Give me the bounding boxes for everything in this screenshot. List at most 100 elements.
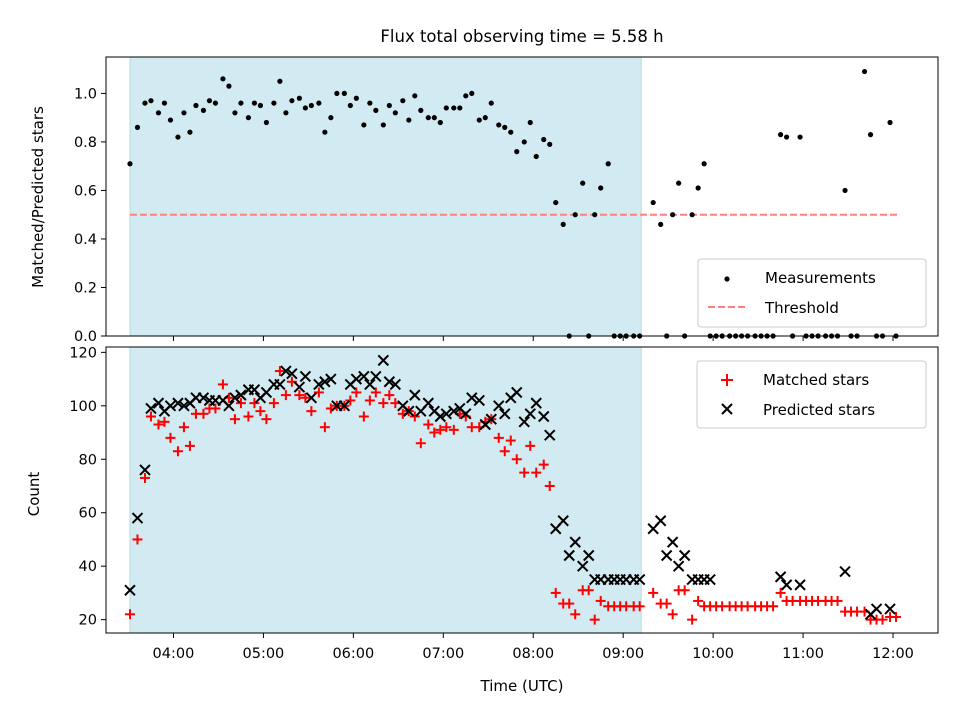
x-tick-label: 07:00 [422,646,464,662]
measurement-point [392,110,398,116]
measurement-point [127,161,133,167]
measurement-point [367,100,373,106]
matched-star-point [184,440,195,451]
star-count-points [124,354,902,625]
measurement-point [572,212,578,218]
predicted-star-point [145,402,157,415]
predicted-star-point-b [518,416,530,428]
measurement-point [867,132,874,138]
count-panel: 20 40 60 80 100 120 04:00 05:00 06:00 07:00 08:00… [25,345,939,695]
matched-star-point [531,467,542,478]
predicted-star-point [839,565,851,578]
predicted-star-point [518,416,530,428]
measurement-point [451,105,457,111]
measurement-point [181,110,187,116]
predicted-star-point-b [466,392,478,404]
matched-star-point [364,395,375,406]
predicted-star-point [235,389,247,401]
predicted-star-point [299,370,312,383]
measurement-point [887,119,893,126]
ratio-panel: 0.0 0.2 0.4 0.6 0.8 1.0 Matched/Predicted sta… [29,56,939,345]
matched-star-point [595,595,606,606]
measurement-point [482,115,488,121]
measurement-point [289,98,295,104]
matched-star-point [891,611,902,622]
predicted-star-point [678,549,691,562]
measurement-point [514,149,520,155]
measurement-point [238,100,244,106]
matched-star-point [550,587,561,598]
predicted-star-point [440,408,453,420]
y-tick-label: 0.6 [74,183,97,199]
matched-star-point [634,601,645,612]
predicted-star-point-b [666,536,679,548]
measurement-point [842,187,848,194]
predicted-star-point-b [280,365,292,377]
predicted-star-point-b [448,405,460,417]
measurement-point [502,124,508,130]
predicted-star-point-b [313,378,325,391]
measurement-point [437,119,443,126]
predicted-star-point [223,400,235,412]
predicted-star-point-b [325,373,337,385]
measurement-point [373,107,379,113]
measurement-point [650,199,656,206]
matched-star-point [877,614,888,625]
predicted-star-point-b [377,354,390,367]
predicted-star-point [493,400,505,412]
matched-star-point [139,472,150,483]
measurement-point [347,102,353,109]
measurement-point [777,132,784,138]
measurement-point [797,134,803,140]
y-tick-label: 0.0 [74,329,97,345]
matched-legend-marker [721,374,733,386]
ratio-y-label: Matched/Predicted stars [29,106,47,288]
matched-star-point [423,419,434,430]
measurement-point [226,83,232,89]
x-tick-label: 08:00 [512,646,554,662]
predicted-star-point-b [299,370,312,383]
measurement-point [463,93,469,99]
predicted-legend-label: Predicted stars [763,401,875,419]
predicted-star-point [319,376,331,388]
matched-star-point [351,387,362,398]
measurement-point [220,76,226,82]
predicted-star-point [466,392,478,404]
predicted-star-point [473,394,485,407]
predicted-star-point [350,373,363,385]
matched-star-point [583,585,594,596]
matched-star-point [768,601,779,612]
measurement-point [676,180,682,186]
matched-star-point [415,438,426,449]
predicted-star-point [870,603,883,615]
observing-window-shade [129,56,642,337]
predicted-star-point-b [440,408,453,420]
predicted-star-point-b [403,405,415,417]
predicted-star-point [403,405,415,417]
predicted-star-point [139,464,151,476]
measurement-point [547,141,553,147]
predicted-star-point [178,400,190,412]
predicted-star-point-b [780,579,793,591]
predicted-star-point [660,549,673,562]
predicted-star-point [383,376,396,388]
predicted-star-point-b [704,573,716,586]
matched-star-point [249,398,260,409]
measurement-point [322,129,328,135]
measurement-point [412,93,418,99]
y-tick-label: 60 [79,506,97,522]
matched-star-point [198,408,209,419]
measurement-point [245,115,252,121]
predicted-star-point [305,392,318,404]
predicted-star-point-b [633,573,646,586]
y-tick-label: 100 [69,399,97,415]
predicted-star-point-b [870,603,883,615]
predicted-star-point [666,536,679,548]
predicted-star-point-b [338,400,351,412]
measurement-point [308,102,314,109]
predicted-star-point-b [409,389,421,401]
predicted-star-point-b [229,392,241,404]
measurement-point [334,90,340,96]
predicted-star-point-b [370,370,382,383]
